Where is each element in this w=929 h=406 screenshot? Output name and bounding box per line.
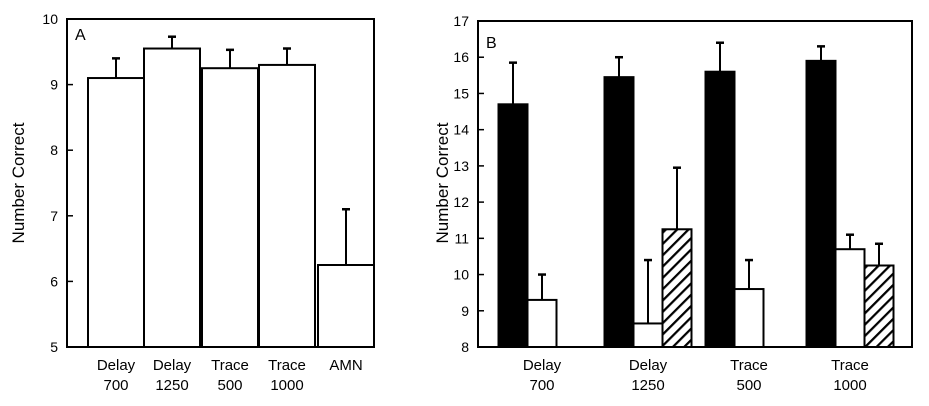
- x-category-sublabel: 1000: [270, 377, 303, 394]
- x-category-label: Delay: [629, 357, 668, 374]
- x-category-sublabel: 1250: [631, 377, 664, 394]
- y-tick-label: 10: [42, 11, 58, 27]
- y-axis-label: Number Correct: [9, 122, 28, 243]
- x-category-label: AMN: [329, 357, 362, 374]
- y-tick-label: 5: [50, 339, 58, 355]
- x-category-label: Trace: [268, 357, 306, 374]
- x-category-label: Delay: [153, 357, 192, 374]
- bar: [201, 67, 259, 348]
- x-category-label: Delay: [523, 357, 562, 374]
- bar: [87, 77, 145, 348]
- y-tick-label: 8: [50, 142, 58, 158]
- bar: [805, 59, 837, 348]
- bar: [603, 76, 635, 349]
- y-tick-label: 17: [453, 13, 469, 29]
- bar: [733, 288, 765, 348]
- y-tick-label: 12: [453, 194, 469, 210]
- y-tick-label: 8: [461, 339, 469, 355]
- panel-b-chart: B Number Correct 8 9 10 11 12 13 14 15 16 17 Delay 70…: [433, 13, 913, 394]
- y-tick-label: 13: [453, 158, 469, 174]
- x-category-label: Trace: [730, 357, 768, 374]
- panel-a-chart: A Number Correct 5 6 7 8 9 10 Delay 700 Delay 1250 T…: [9, 11, 375, 394]
- x-category-label: Delay: [97, 357, 136, 374]
- panel-label: A: [75, 27, 86, 44]
- y-tick-label: 16: [453, 49, 469, 65]
- bar: [497, 103, 529, 348]
- y-tick-label: 9: [50, 77, 58, 93]
- y-tick-label: 11: [454, 230, 469, 246]
- x-category-sublabel: 500: [217, 377, 242, 394]
- bar: [834, 248, 866, 348]
- y-axis-label: Number Correct: [433, 122, 452, 243]
- y-tick-label: 14: [453, 122, 469, 138]
- bar: [704, 70, 736, 348]
- bar: [258, 63, 316, 348]
- x-category-sublabel: 700: [103, 377, 128, 394]
- plot-frame: [477, 20, 913, 348]
- y-tick-label: 15: [453, 85, 469, 101]
- bar: [632, 322, 664, 349]
- x-category-label: Trace: [211, 357, 249, 374]
- y-tick-label: 6: [50, 273, 58, 289]
- bar: [526, 298, 558, 348]
- x-category-sublabel: 1250: [155, 377, 188, 394]
- x-category-label: Trace: [831, 357, 869, 374]
- x-category-sublabel: 700: [529, 377, 554, 394]
- bar: [661, 228, 693, 348]
- y-tick-label: 7: [50, 208, 58, 224]
- bar: [143, 47, 201, 349]
- y-tick-label: 9: [461, 303, 469, 319]
- x-category-sublabel: 1000: [833, 377, 866, 394]
- x-category-sublabel: 500: [736, 377, 761, 394]
- bar: [863, 264, 895, 348]
- panel-label: B: [486, 35, 497, 52]
- bar: [317, 264, 375, 348]
- y-tick-label: 10: [453, 267, 469, 283]
